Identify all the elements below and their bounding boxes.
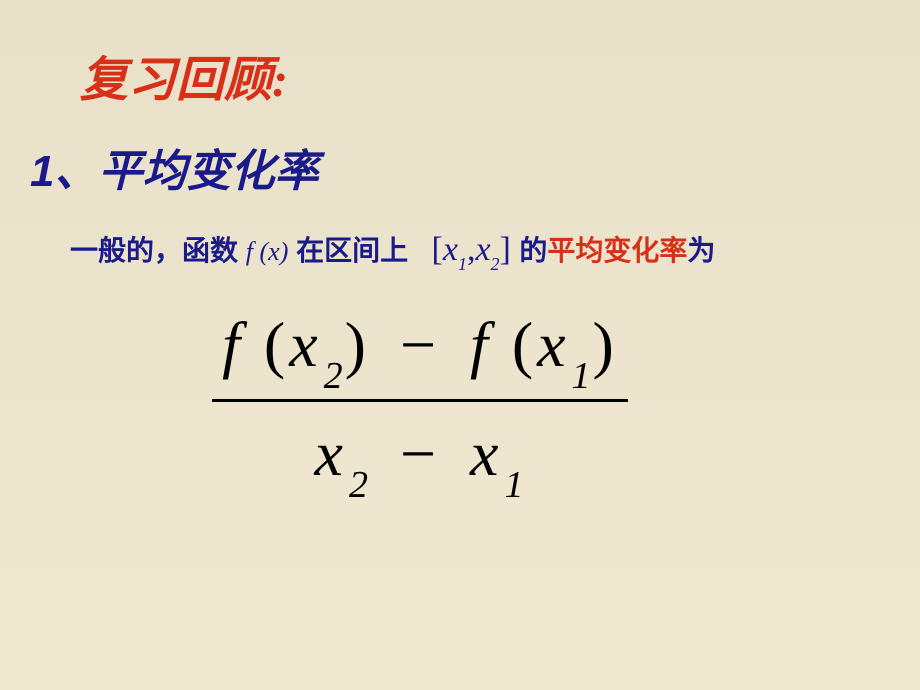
- num-x1-sub: 1: [572, 355, 595, 397]
- interval-x1: x: [443, 231, 458, 268]
- den-x1: x: [470, 418, 502, 489]
- num-x2-sub: 2: [324, 355, 347, 397]
- formula-block: f (x2) − f (x1) x2 − x1: [140, 303, 700, 502]
- interval-expression: [x1,x2]: [432, 231, 520, 268]
- num-f2: f: [470, 309, 492, 380]
- review-title: 复习回顾:: [80, 40, 880, 110]
- num-close1: ): [345, 309, 370, 380]
- den-x2: x: [315, 418, 347, 489]
- num-x2: x: [289, 309, 321, 380]
- bracket-open: [: [432, 231, 443, 268]
- num-open2: (: [512, 309, 537, 380]
- denominator: x2 − x1: [212, 399, 628, 502]
- num-x1: x: [537, 309, 569, 380]
- body-prefix: 一般的，函数: [70, 235, 238, 266]
- slide: 复习回顾: 1、平均变化率 一般的，函数 f (x) 在区间上 [x1,x2] …: [0, 0, 920, 690]
- num-open1: (: [264, 309, 289, 380]
- den-x2-sub: 2: [349, 464, 372, 506]
- num-f1: f: [222, 309, 244, 380]
- den-minus: −: [390, 418, 450, 489]
- interval-x2-sub: 2: [491, 254, 500, 274]
- body-after1: 的: [519, 235, 547, 266]
- num-close2: ): [593, 309, 618, 380]
- numerator: f (x2) − f (x1): [212, 303, 628, 399]
- inline-fx: f (x): [246, 237, 289, 266]
- interval-x2: x: [475, 231, 490, 268]
- bracket-close: ]: [500, 231, 511, 268]
- num-minus: −: [390, 309, 450, 380]
- body-mid: 在区间上: [296, 235, 408, 266]
- body-after2: 为: [687, 235, 715, 266]
- fraction: f (x2) − f (x1) x2 − x1: [212, 303, 628, 502]
- den-x1-sub: 1: [504, 464, 527, 506]
- body-highlight: 平均变化率: [547, 235, 687, 266]
- interval-x1-sub: 1: [458, 254, 467, 274]
- section-heading: 1、平均变化率: [30, 135, 880, 199]
- body-text-line: 一般的，函数 f (x) 在区间上 [x1,x2] 的平均变化率为: [70, 229, 880, 273]
